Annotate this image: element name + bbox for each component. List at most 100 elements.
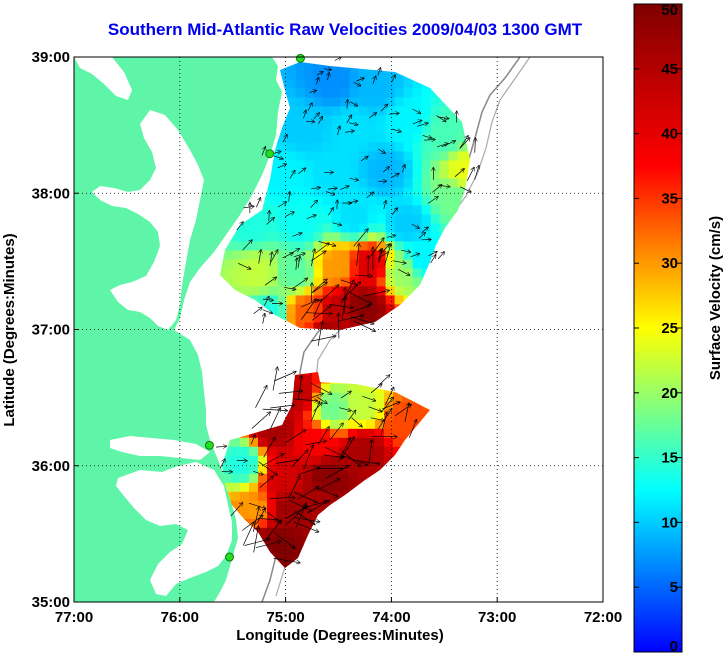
velocity-cell [294,383,304,394]
velocity-cell [376,160,387,170]
velocity-cell [285,446,295,457]
velocity-vector [311,336,336,342]
velocity-cell [367,295,378,305]
velocity-cell [295,187,306,197]
velocity-cell [286,62,297,71]
velocity-cell [357,446,367,457]
velocity-cell [277,205,288,215]
velocity-cell [303,419,313,430]
velocity-vector [432,185,441,193]
velocity-cell [312,419,322,430]
velocity-vector [253,470,263,474]
velocity-cell [313,232,324,242]
velocity-cell [259,250,270,260]
velocity-vector [379,375,390,385]
velocity-vector [264,277,276,286]
velocity-cell [258,482,268,493]
velocity-cell [295,322,306,330]
velocity-cell [439,223,450,233]
velocity-cell [340,160,351,170]
velocity-vector [230,503,243,517]
velocity-vector [316,78,318,85]
velocity-cell [294,545,304,556]
velocity-cell [259,241,270,251]
velocity-vector [310,402,319,422]
velocity-cell [430,187,441,197]
velocity-cell [358,304,369,314]
velocity-cell [448,187,459,197]
velocity-cell [331,142,342,152]
velocity-vector [370,384,382,394]
velocity-cell [339,428,349,439]
velocity-vector [474,166,479,180]
velocity-vector [293,399,318,401]
velocity-vector [436,115,445,122]
velocity-cell [385,133,396,143]
velocity-cell [358,97,369,107]
velocity-cell [530,16,540,26]
velocity-cell [421,142,432,152]
velocity-cell [367,106,378,116]
velocity-cell [276,428,286,439]
velocity-cell [276,509,286,520]
velocity-cell [312,491,322,502]
velocity-cell [332,16,342,26]
velocity-cell [430,133,441,143]
velocity-cell [287,25,297,35]
velocity-cell [294,392,304,403]
velocity-cell [250,214,261,224]
velocity-cell [359,43,369,53]
velocity-cell [331,304,342,314]
velocity-cell [232,241,243,251]
velocity-cell [466,160,470,170]
velocity-vector [339,407,351,411]
velocity-cell [268,268,279,278]
velocity-cell [403,88,414,98]
velocity-vector [389,113,398,114]
velocity-cell [321,473,331,484]
velocity-cell [258,437,268,448]
velocity-cell [286,313,297,323]
velocity-cell [366,428,376,439]
velocity-cell [267,482,277,493]
velocity-cell [267,446,277,457]
velocity-cell [268,187,279,197]
velocity-cell [530,25,540,35]
velocity-cell [305,43,315,53]
velocity-cell [349,205,360,215]
velocity-cell [367,115,378,125]
velocity-cell [375,446,385,457]
velocity-cell [231,500,241,511]
velocity-vector [250,435,255,445]
velocity-cell [394,286,405,296]
velocity-cell [421,187,432,197]
velocity-cell [413,25,423,35]
velocity-cell [358,151,369,161]
velocity-cell [385,70,396,80]
velocity-cell [268,169,279,179]
velocity-cell [422,25,432,35]
velocity-cell [303,518,313,529]
velocity-cell [412,241,423,251]
velocity-cell [294,428,304,439]
velocity-cell [224,43,234,53]
velocity-cell [367,169,378,179]
velocity-vector [293,253,305,258]
velocity-cell [349,187,360,197]
velocity-cell [313,79,324,89]
velocity-cell [386,34,396,44]
velocity-vector [297,376,302,400]
velocity-vector [255,541,281,549]
velocity-cell [331,250,342,260]
velocity-cell [358,214,369,224]
velocity-cell [366,383,376,394]
y-tick-label: 37:00 [32,322,70,339]
velocity-cell [394,232,405,242]
velocity-cell [404,16,414,26]
velocity-cell [258,455,268,466]
velocity-cell [349,79,360,89]
velocity-cell [268,277,279,287]
velocity-cell [276,527,286,538]
velocity-cell [296,7,306,17]
velocity-cell [269,16,279,26]
